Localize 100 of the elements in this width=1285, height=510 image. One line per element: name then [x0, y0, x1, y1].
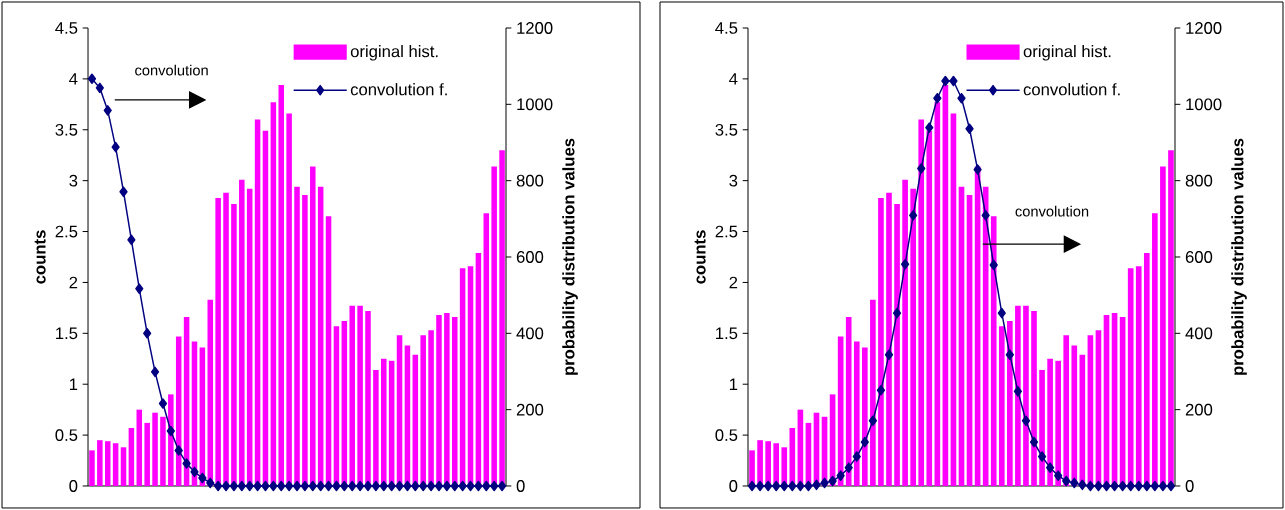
point — [1045, 462, 1055, 473]
point — [1021, 415, 1031, 426]
point — [450, 480, 459, 492]
point — [941, 75, 950, 87]
point — [973, 164, 982, 175]
bar — [894, 204, 900, 486]
point — [411, 480, 420, 492]
point — [340, 480, 349, 492]
y2-tick-label: 1200 — [517, 22, 553, 34]
point — [1013, 386, 1023, 397]
point — [909, 210, 918, 221]
point — [442, 480, 451, 492]
bar — [223, 192, 229, 486]
point — [150, 366, 160, 378]
bar — [1063, 335, 1070, 486]
y-tick-label: 0 — [69, 480, 78, 492]
y2-tick-label: 800 — [516, 174, 544, 187]
bar — [990, 216, 997, 486]
point — [474, 480, 483, 492]
point — [1029, 436, 1039, 448]
point — [363, 480, 373, 492]
bar — [231, 204, 237, 486]
point — [933, 92, 942, 104]
bar — [89, 450, 95, 486]
bar — [136, 409, 143, 486]
bar — [428, 330, 434, 486]
bar — [1160, 166, 1166, 486]
y2-axis-title: probability distribution values — [1231, 138, 1247, 375]
y-tick-label: 0.5 — [55, 429, 78, 441]
point — [87, 73, 97, 85]
y-axis-title: counts — [34, 230, 46, 284]
bar — [302, 194, 308, 486]
point — [497, 480, 507, 492]
y-tick-label: 3 — [69, 174, 78, 187]
point — [1142, 480, 1151, 492]
bar — [1007, 321, 1013, 486]
point — [103, 105, 112, 116]
point — [852, 451, 861, 462]
bar — [294, 186, 300, 486]
y2-tick-label: 0 — [1185, 480, 1194, 492]
bar — [373, 369, 379, 486]
point — [844, 462, 853, 473]
bar — [853, 341, 860, 486]
bar — [436, 315, 442, 486]
point — [221, 480, 231, 492]
bar — [870, 299, 876, 486]
legend-label: original hist. — [1023, 45, 1111, 61]
point — [426, 480, 436, 492]
point — [1134, 480, 1143, 492]
y2-tick-label: 400 — [1185, 327, 1213, 340]
bar — [128, 427, 135, 486]
y2-axis-title: probability distribution values — [562, 138, 578, 375]
y-tick-label: 3.5 — [715, 123, 738, 136]
y-tick-label: 2 — [729, 276, 738, 289]
y-tick-label: 2.5 — [55, 225, 78, 238]
y-tick-label: 0 — [729, 480, 738, 492]
point — [419, 480, 428, 492]
point — [348, 480, 357, 492]
y2-tick-label: 200 — [1185, 403, 1213, 416]
legend-label: original hist. — [350, 45, 438, 61]
point — [1158, 480, 1168, 492]
point — [804, 480, 813, 492]
point — [900, 258, 910, 270]
point — [458, 480, 467, 492]
bar — [278, 84, 284, 486]
bar — [104, 441, 111, 486]
point — [957, 92, 966, 104]
bar — [381, 358, 387, 486]
bar — [1023, 305, 1029, 486]
point — [812, 479, 821, 491]
y-axis-title: counts — [694, 230, 706, 284]
bar — [365, 310, 371, 486]
y-tick-label: 2.5 — [715, 225, 738, 238]
annotation: convolution — [135, 64, 208, 76]
bar — [1135, 266, 1142, 486]
point — [261, 480, 270, 492]
bar — [499, 150, 505, 486]
y2-tick-label: 800 — [1185, 174, 1213, 187]
y2-tick-label: 400 — [516, 327, 544, 340]
point — [190, 466, 199, 478]
point — [917, 163, 926, 174]
bar — [918, 119, 925, 486]
point — [135, 283, 144, 294]
point — [119, 186, 128, 197]
point — [755, 480, 765, 492]
point — [1102, 480, 1111, 492]
point — [1086, 480, 1095, 492]
bar — [310, 166, 316, 486]
point — [482, 480, 491, 492]
point — [284, 480, 294, 492]
point — [747, 480, 757, 492]
bar — [886, 192, 892, 486]
legend-label: convolution f. — [1023, 83, 1120, 96]
point — [253, 480, 262, 492]
bar — [1031, 310, 1037, 486]
point — [269, 480, 278, 492]
bar — [998, 326, 1005, 486]
y2-tick-label: 1000 — [517, 98, 553, 111]
y-tick-label: 1 — [69, 378, 78, 390]
bar — [757, 440, 763, 486]
